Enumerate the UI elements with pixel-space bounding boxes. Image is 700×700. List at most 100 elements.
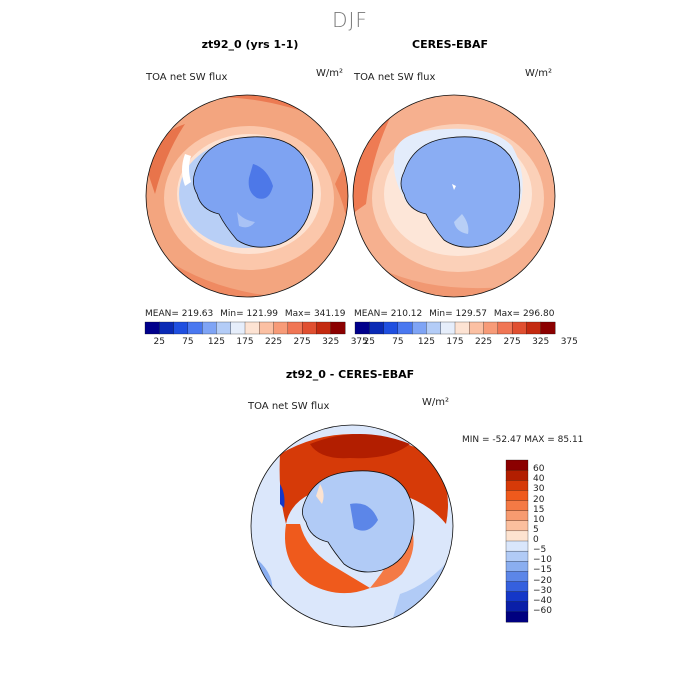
diff-colorbar-swatch <box>505 550 529 562</box>
panel-2-polar-map <box>352 94 556 298</box>
colorbar-swatch <box>187 321 203 335</box>
diff-colorbar-swatch <box>505 611 529 623</box>
colorbar-tick-label: 225 <box>474 337 493 347</box>
panel-1-title: zt92_0 (yrs 1-1) <box>201 38 299 51</box>
colorbar-swatch <box>301 321 317 335</box>
panel-2-max: 296.80 <box>522 309 555 319</box>
diff-colorbar-swatch <box>505 571 529 582</box>
diff-colorbar-tick-label: 15 <box>533 504 545 515</box>
colorbar-tick-label: 325 <box>322 337 340 347</box>
diff-colorbar-tick-label: 20 <box>533 494 545 505</box>
colorbar-swatch <box>511 321 527 335</box>
colorbar-swatch <box>469 321 485 335</box>
panel-1-mean: 219.63 <box>181 309 214 319</box>
diff-colorbar-swatch <box>505 601 529 613</box>
colorbar-swatch <box>330 321 346 335</box>
diff-colorbar-tick-label: 30 <box>533 484 545 495</box>
panel-2-ross-ice-shelf <box>454 214 469 234</box>
panel-1-min-label: Min= <box>220 309 244 319</box>
colorbar-swatch <box>411 321 427 335</box>
colorbar-swatch <box>497 321 513 335</box>
panel-1-colorbar <box>144 321 346 335</box>
diff-colorbar-swatch <box>505 510 529 522</box>
colorbar-swatch <box>144 321 160 335</box>
colorbar-tick-label: 375 <box>560 337 578 347</box>
diff-colorbar-swatch <box>505 591 529 603</box>
diff-negative-core-west <box>280 484 285 508</box>
colorbar-tick-label: 75 <box>182 337 194 347</box>
diff-colorbar-swatch <box>505 480 529 491</box>
colorbar-tick-label: 225 <box>264 337 283 347</box>
colorbar-swatch <box>287 321 303 335</box>
panel-2-mean: 210.12 <box>390 309 423 319</box>
colorbar-swatch <box>540 321 556 335</box>
panel-1-stats: MEAN= 219.63 Min= 121.99 Max= 341.19 <box>145 309 345 319</box>
colorbar-tick-label: 325 <box>532 337 550 347</box>
colorbar-swatch <box>440 321 456 335</box>
colorbar-swatch <box>454 321 470 335</box>
panel-2-stats: MEAN= 210.12 Min= 129.57 Max= 296.80 <box>354 309 554 319</box>
diff-colorbar-swatch <box>505 500 529 512</box>
panel-1-peninsula-light <box>182 154 191 186</box>
diff-positive-core-north <box>310 434 410 459</box>
diff-colorbar-tick-label: 0 <box>533 535 539 545</box>
diff-units: W/m² <box>422 397 450 408</box>
colorbar-swatch <box>273 321 289 335</box>
colorbar-swatch <box>483 321 499 335</box>
colorbar-tick-label: 175 <box>446 337 464 347</box>
colorbar-swatch <box>159 321 175 335</box>
colorbar-swatch <box>369 321 385 335</box>
colorbar-swatch <box>173 321 189 335</box>
diff-colorbar-swatch <box>505 459 529 471</box>
panel-1-units: W/m² <box>316 68 344 79</box>
diff-colorbar-tick-label: −15 <box>533 565 552 576</box>
colorbar-swatch <box>316 321 332 335</box>
diff-colorbar-tick-label: −20 <box>533 575 552 586</box>
colorbar-swatch <box>526 321 542 335</box>
colorbar-swatch <box>354 321 370 335</box>
diff-map-border <box>250 424 454 628</box>
colorbar-swatch <box>230 321 246 335</box>
colorbar-swatch <box>201 321 217 335</box>
colorbar-tick-label: 125 <box>417 337 436 347</box>
colorbar-tick-label: 125 <box>207 337 226 347</box>
panel-1-map-border <box>145 94 349 298</box>
panel-2-mean-label: MEAN= <box>354 309 388 319</box>
panel-1-ross-ice-shelf <box>237 212 255 228</box>
colorbar-tick-label: 75 <box>392 337 404 347</box>
diff-stats: MIN = -52.47 MAX = 85.11 <box>462 435 584 445</box>
diff-colorbar-tick-label: −5 <box>533 545 547 556</box>
colorbar-tick-label: 25 <box>153 337 165 347</box>
diff-colorbar-tick-label: 60 <box>533 464 545 475</box>
panel-2-pole-marker <box>452 184 456 190</box>
diff-colorbar-swatch <box>505 540 529 552</box>
diff-colorbar-tick-label: −30 <box>533 585 552 596</box>
panel-2-title: CERES-EBAF <box>412 38 488 51</box>
panel-1-max-label: Max= <box>284 309 312 319</box>
diff-variable: TOA net SW flux <box>248 401 330 412</box>
colorbar-tick-label: 275 <box>503 337 521 347</box>
figure-title: DJF <box>332 8 368 32</box>
colorbar-swatch <box>397 321 413 335</box>
diff-colorbar-tick-label: −60 <box>533 605 552 616</box>
panel-2-max-label: Max= <box>493 309 521 319</box>
diff-title: zt92_0 - CERES-EBAF <box>285 368 415 381</box>
diff-colorbar-swatch <box>505 530 529 542</box>
diff-colorbar-tick-label: 10 <box>533 514 545 525</box>
diff-polar-map <box>250 424 454 628</box>
colorbar-swatch <box>244 321 260 335</box>
diff-colorbar-tick-label: −40 <box>533 595 552 606</box>
colorbar-tick-label: 25 <box>363 337 375 347</box>
colorbar-tick-label: 275 <box>293 337 311 347</box>
diff-colorbar-swatch <box>505 490 529 501</box>
panel-1-variable: TOA net SW flux <box>146 72 228 83</box>
colorbar-tick-label: 375 <box>350 337 368 347</box>
diff-positive-band-southwest <box>285 524 370 594</box>
panel-2-variable: TOA net SW flux <box>354 72 436 83</box>
panel-1-high-sw-band-east <box>335 154 348 244</box>
panel-1-east-antarctic-plateau <box>248 164 273 199</box>
panel-2-units: W/m² <box>525 68 553 79</box>
diff-colorbar-swatch <box>505 561 529 572</box>
colorbar-tick-label: 175 <box>236 337 254 347</box>
diff-colorbar-tick-label: 5 <box>533 524 539 535</box>
